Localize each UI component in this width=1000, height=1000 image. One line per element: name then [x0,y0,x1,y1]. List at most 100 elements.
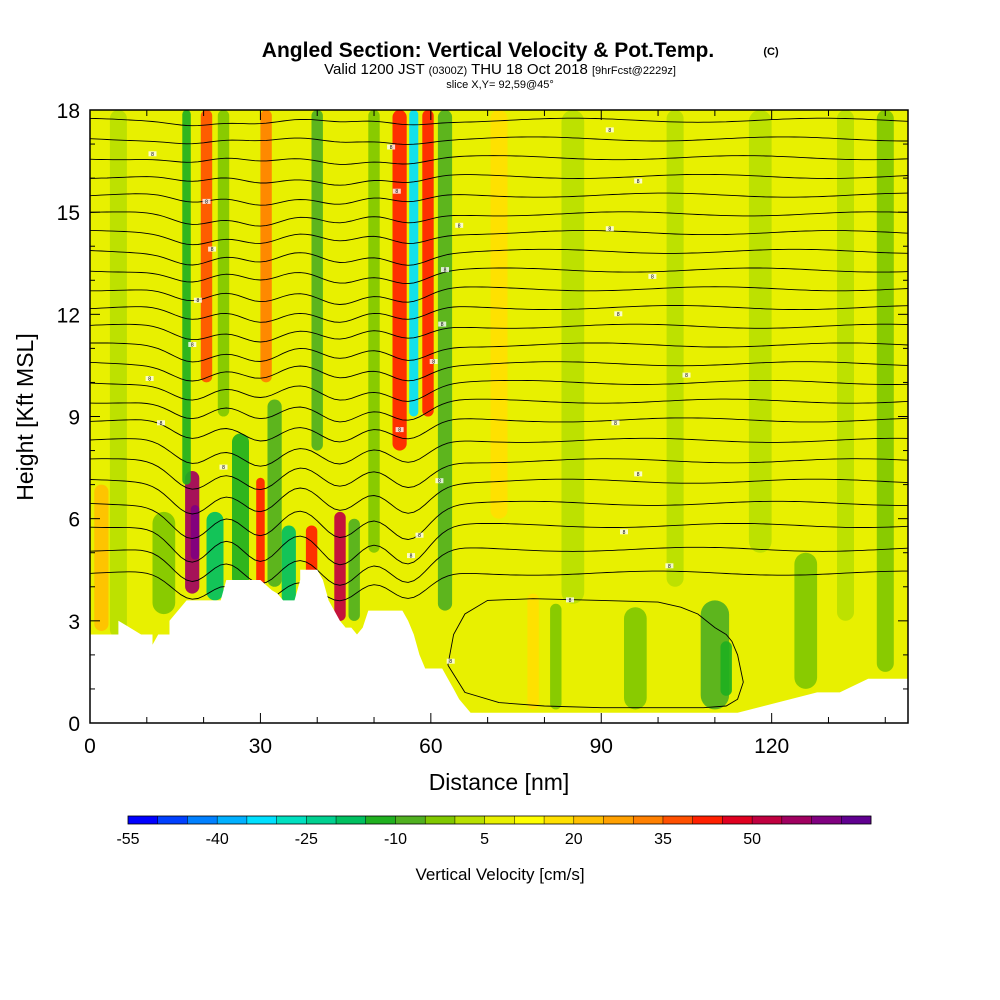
contour-label: 8 [418,533,421,539]
velocity-column [837,110,854,621]
contour-label: 8 [441,322,444,328]
contour-label-bg [605,127,614,133]
velocity-column [152,511,176,615]
velocity-column [666,110,684,587]
isentrope-line [90,305,908,323]
y-tick-label: 12 [57,304,80,327]
chart-title-unit: (C) [763,46,779,58]
contour-labels: 8 8 8 8 8 8 8 8 8 8 8 8 8 8 8 8 8 8 8 8 8 8 8 8 8 8 8 8 8 8 [145,127,691,665]
velocity-column [550,603,562,710]
velocity-column [256,477,265,591]
colorbar-swatch [306,816,337,824]
colorbar-swatch [692,816,723,824]
x-tick-label: 60 [419,735,442,758]
contour-label-bg [605,226,614,232]
contour-label: 8 [651,274,654,280]
slice-info: slice X,Y= 92,59@45° [446,79,554,91]
potential-temperature-contours [90,117,908,709]
contour-label-bg [665,563,674,569]
isentrope-line [90,361,908,382]
contour-label: 8 [569,598,572,604]
velocity-column [561,110,585,604]
x-tick-label: 120 [754,735,789,758]
velocity-column [794,552,818,689]
isentrope-line [90,286,908,305]
boundary-layer-contour [447,598,744,709]
contour-label-bg [415,532,424,538]
contour-label: 8 [608,227,611,233]
contour-label: 8 [685,373,688,379]
y-tick-label: 6 [68,509,80,532]
subtitle-valid: Valid 1200 JST [324,61,424,78]
velocity-column [720,641,732,696]
isentrope-line [90,323,908,343]
contour-label: 8 [398,428,401,434]
terrain [90,569,908,723]
contour-label-bg [634,471,643,477]
contour-label-bg [611,420,620,426]
contour-label: 8 [608,128,611,134]
contour-label: 8 [197,298,200,304]
colorbar-swatch [633,816,664,824]
isentrope-line [90,437,908,467]
colorbar-swatch [365,816,396,824]
y-tick-label: 0 [68,713,80,736]
isentrope-line [90,522,908,566]
colorbar-swatch [454,816,485,824]
colorbar-swatch [246,816,277,824]
contour-label-bg [446,658,455,664]
velocity-column [182,110,191,485]
y-axis: 0 3 6 9 12 15 18 [57,100,908,736]
isentrope-line [90,155,908,165]
colorbar-tick-label: -25 [295,831,318,848]
contour-label-bg [455,222,464,228]
contour-label: 8 [668,564,671,570]
contour-label-bg [566,597,574,603]
colorbar-swatch [752,816,783,824]
velocity-column [368,110,380,553]
contour-label-bg [202,198,211,204]
contour-label: 8 [205,199,208,205]
colorbar-tick-label: 5 [480,831,489,848]
contour-label: 8 [222,465,225,471]
contour-label: 8 [395,189,398,195]
contour-label: 8 [617,312,620,318]
contour-label-bg [648,273,657,279]
colorbar-swatch [781,816,812,824]
chart-title: Angled Section: Vertical Velocity & Pot.… [262,39,714,62]
colorbar-swatch [662,816,693,824]
contour-label: 8 [432,360,435,366]
contour-label-bg [429,359,438,364]
subtitle-forecast: [9hrFcst@2229z] [592,65,676,77]
contour-label-bg [614,311,623,317]
subtitle-date: THU 18 Oct 2018 [471,61,588,78]
contour-label-bg [219,464,228,470]
contour-label: 8 [637,472,640,478]
contour-label: 8 [438,479,441,485]
contour-label: 8 [623,530,626,536]
colorbar-swatch [276,816,307,824]
isentrope-line [90,458,908,491]
velocity-column [527,593,539,710]
contour-label-bg [145,376,154,381]
contour-label-bg [208,246,217,252]
colorbar-swatch [395,816,426,824]
colorbar-swatch [217,816,248,824]
velocity-column [876,110,894,672]
contour-label: 8 [148,377,151,383]
isentrope-line [90,500,908,540]
colorbar-swatch [544,816,575,824]
velocity-column [409,110,419,417]
y-tick-label: 15 [57,202,80,225]
contour-label-bg [620,529,628,535]
colorbar-swatch [603,816,634,824]
colorbar-frame [127,815,872,825]
colorbar-title: Vertical Velocity [cm/s] [415,865,584,884]
isentrope-line [90,417,908,443]
colorbar-tick-label: -55 [116,831,139,848]
contour-label: 8 [390,145,393,151]
contour-label-bg [392,188,401,194]
isentrope-line [90,379,908,402]
colorbar-tick-label: 20 [565,831,583,848]
